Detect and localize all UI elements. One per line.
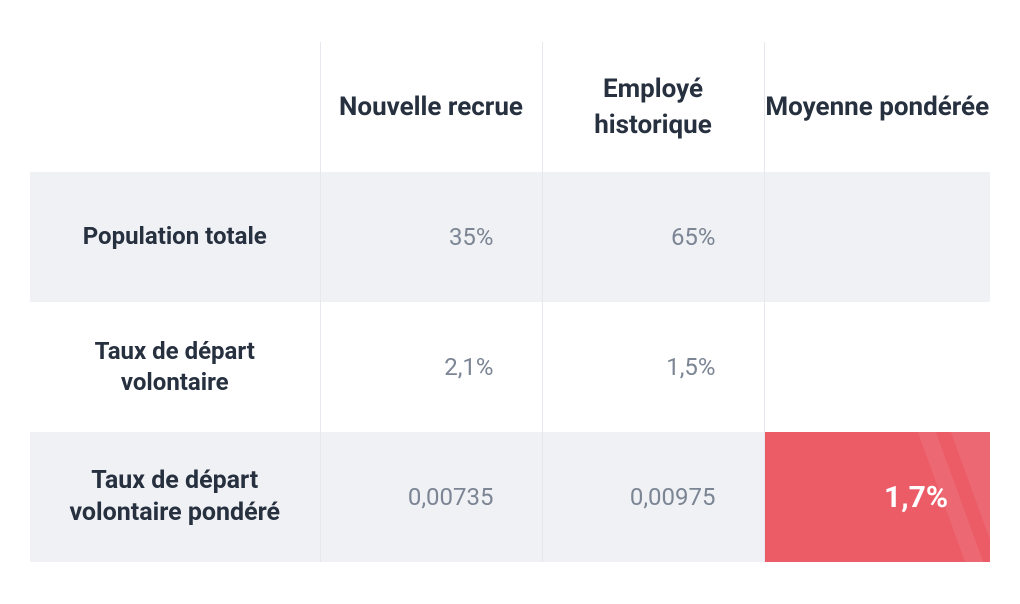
header-weighted-average: Moyenne pondérée [764,42,990,172]
cell-attrition-avg [764,302,990,432]
cell-population-new: 35% [320,172,542,302]
cell-population-avg [764,172,990,302]
row-label-weighted-attrition: Taux de départ volontaire pondéré [30,432,320,562]
header-blank [30,42,320,172]
cell-attrition-new: 2,1% [320,302,542,432]
cell-weighted-avg-highlight: 1,7% [764,432,990,562]
table-header-row: Nouvelle recrue Employé historique Moyen… [30,42,990,172]
row-label-attrition: Taux de départ volontaire [30,302,320,432]
cell-weighted-new: 0,00735 [320,432,542,562]
cell-attrition-hist: 1,5% [542,302,764,432]
weighted-average-value: 1,7% [884,480,948,515]
header-new-recruit: Nouvelle recrue [320,42,542,172]
cell-weighted-hist: 0,00975 [542,432,764,562]
table-row: Taux de départ volontaire 2,1% 1,5% [30,302,990,432]
cell-population-hist: 65% [542,172,764,302]
table-row: Population totale 35% 65% [30,172,990,302]
attrition-table: Nouvelle recrue Employé historique Moyen… [30,42,990,562]
table-row: Taux de départ volontaire pondéré 0,0073… [30,432,990,562]
header-historic-employee: Employé historique [542,42,764,172]
row-label-population: Population totale [30,172,320,302]
table: Nouvelle recrue Employé historique Moyen… [30,42,990,562]
